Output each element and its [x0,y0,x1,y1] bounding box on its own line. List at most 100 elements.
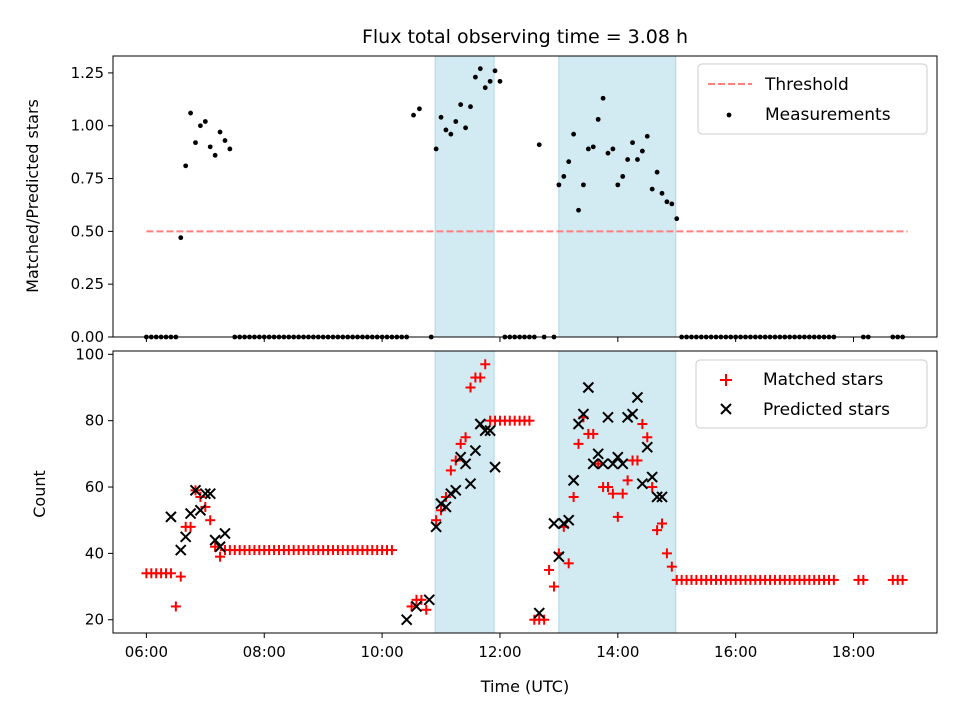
matched-point [539,614,550,625]
legend-box [695,359,928,429]
matched-point [647,482,658,493]
y-tick-label: 0.00 [71,328,104,346]
predicted-point [445,487,457,500]
flux-ratio-panel: 0.00 0.25 0.50 0.75 1.00 1.25 Matched/Predict… [23,55,938,346]
predicted-point [484,424,496,437]
x-tick-label: 08:00 [243,643,286,661]
measurement-point [202,119,208,124]
y-tick-label: 1.25 [71,64,104,82]
measurement-point [198,123,203,129]
legend-box [697,63,928,135]
predicted-point [469,444,482,457]
measurement-point [536,142,542,148]
matched-point [450,455,461,466]
measurement-point [477,66,483,72]
legend-threshold-label: Threshold [764,75,849,95]
measurement-point [649,186,655,192]
y-ticks: 20 40 60 80 100 [75,345,113,629]
predicted-point [214,541,226,553]
predicted-point [558,517,570,530]
matched-point [460,432,471,443]
matched-point [637,418,648,429]
measurement-point [433,146,439,152]
measurement-point [654,169,660,175]
predicted-point [410,600,423,613]
observing-window [434,55,495,338]
predicted-point [567,474,580,487]
matched-point [436,505,447,516]
predicted-point [572,418,585,430]
predicted-point [219,527,231,540]
predicted-point [597,458,609,470]
matched-point [465,382,476,393]
matched-point [170,601,181,612]
matched-point [607,488,618,499]
measurement-point [576,207,581,213]
matched-point [455,438,466,449]
measurement-point [473,74,478,80]
predicted-point [602,411,614,424]
x-axis-label: Time (UTC) [480,677,569,696]
measurement-point [610,146,616,152]
predicted-point [435,497,447,510]
matched-point [652,525,663,536]
matched-point [445,465,456,476]
measurement-point [556,182,562,188]
measurement-point [669,201,675,207]
shaded-regions [434,55,677,338]
matched-point [568,491,579,502]
predicted-point [646,471,658,483]
shaded-regions [434,350,677,634]
matched-point [205,515,216,526]
predicted-point [165,511,177,523]
measurement-point [561,174,567,179]
matched-point [661,548,672,559]
matched-point [632,455,643,466]
predicted-point [617,458,629,470]
matched-point [195,491,206,502]
matched-point [406,601,417,612]
measurement-point [193,140,198,146]
predicted-point [548,517,560,530]
predicted-point [592,448,604,460]
measurement-point [595,116,601,122]
predicted-point [189,484,202,497]
x-ticks: 06:00 08:00 10:00 12:00 14:00 16:00 18:00 [125,633,875,661]
measurement-point [492,68,498,74]
matched-point [215,551,226,562]
matched-point [622,475,633,486]
measurement-point [227,146,233,152]
measurement-point [620,174,626,179]
measurement-point [585,146,591,152]
matched-point [416,594,427,605]
observing-window [558,350,677,634]
predicted-point [562,514,575,526]
matched-point [657,518,668,529]
matched-point [475,372,486,383]
predicted-point [179,531,192,543]
measurement-point [183,163,189,169]
measurement-point [615,182,621,188]
matched-point [185,521,196,532]
predicted-point [587,458,599,470]
y-tick-label: 40 [85,544,104,562]
x-tick-label: 12:00 [478,643,521,661]
predicted-point [459,458,472,470]
matched-point [642,432,653,443]
measurement-point [487,78,493,84]
predicted-point [533,607,545,619]
matched-point [548,581,559,592]
measurement-point [590,144,596,150]
predicted-point [454,451,467,463]
y-tick-label: 100 [75,345,104,363]
matched-point [431,515,442,526]
observing-window [558,55,677,338]
y-tick-label: 1.00 [71,117,104,135]
legend-matched-swatch [720,374,732,386]
x-tick-label: 06:00 [125,643,168,661]
predicted-point [621,411,634,424]
matched-point [828,574,839,585]
legend: Threshold Measurements [697,63,928,135]
count-series [141,359,908,626]
